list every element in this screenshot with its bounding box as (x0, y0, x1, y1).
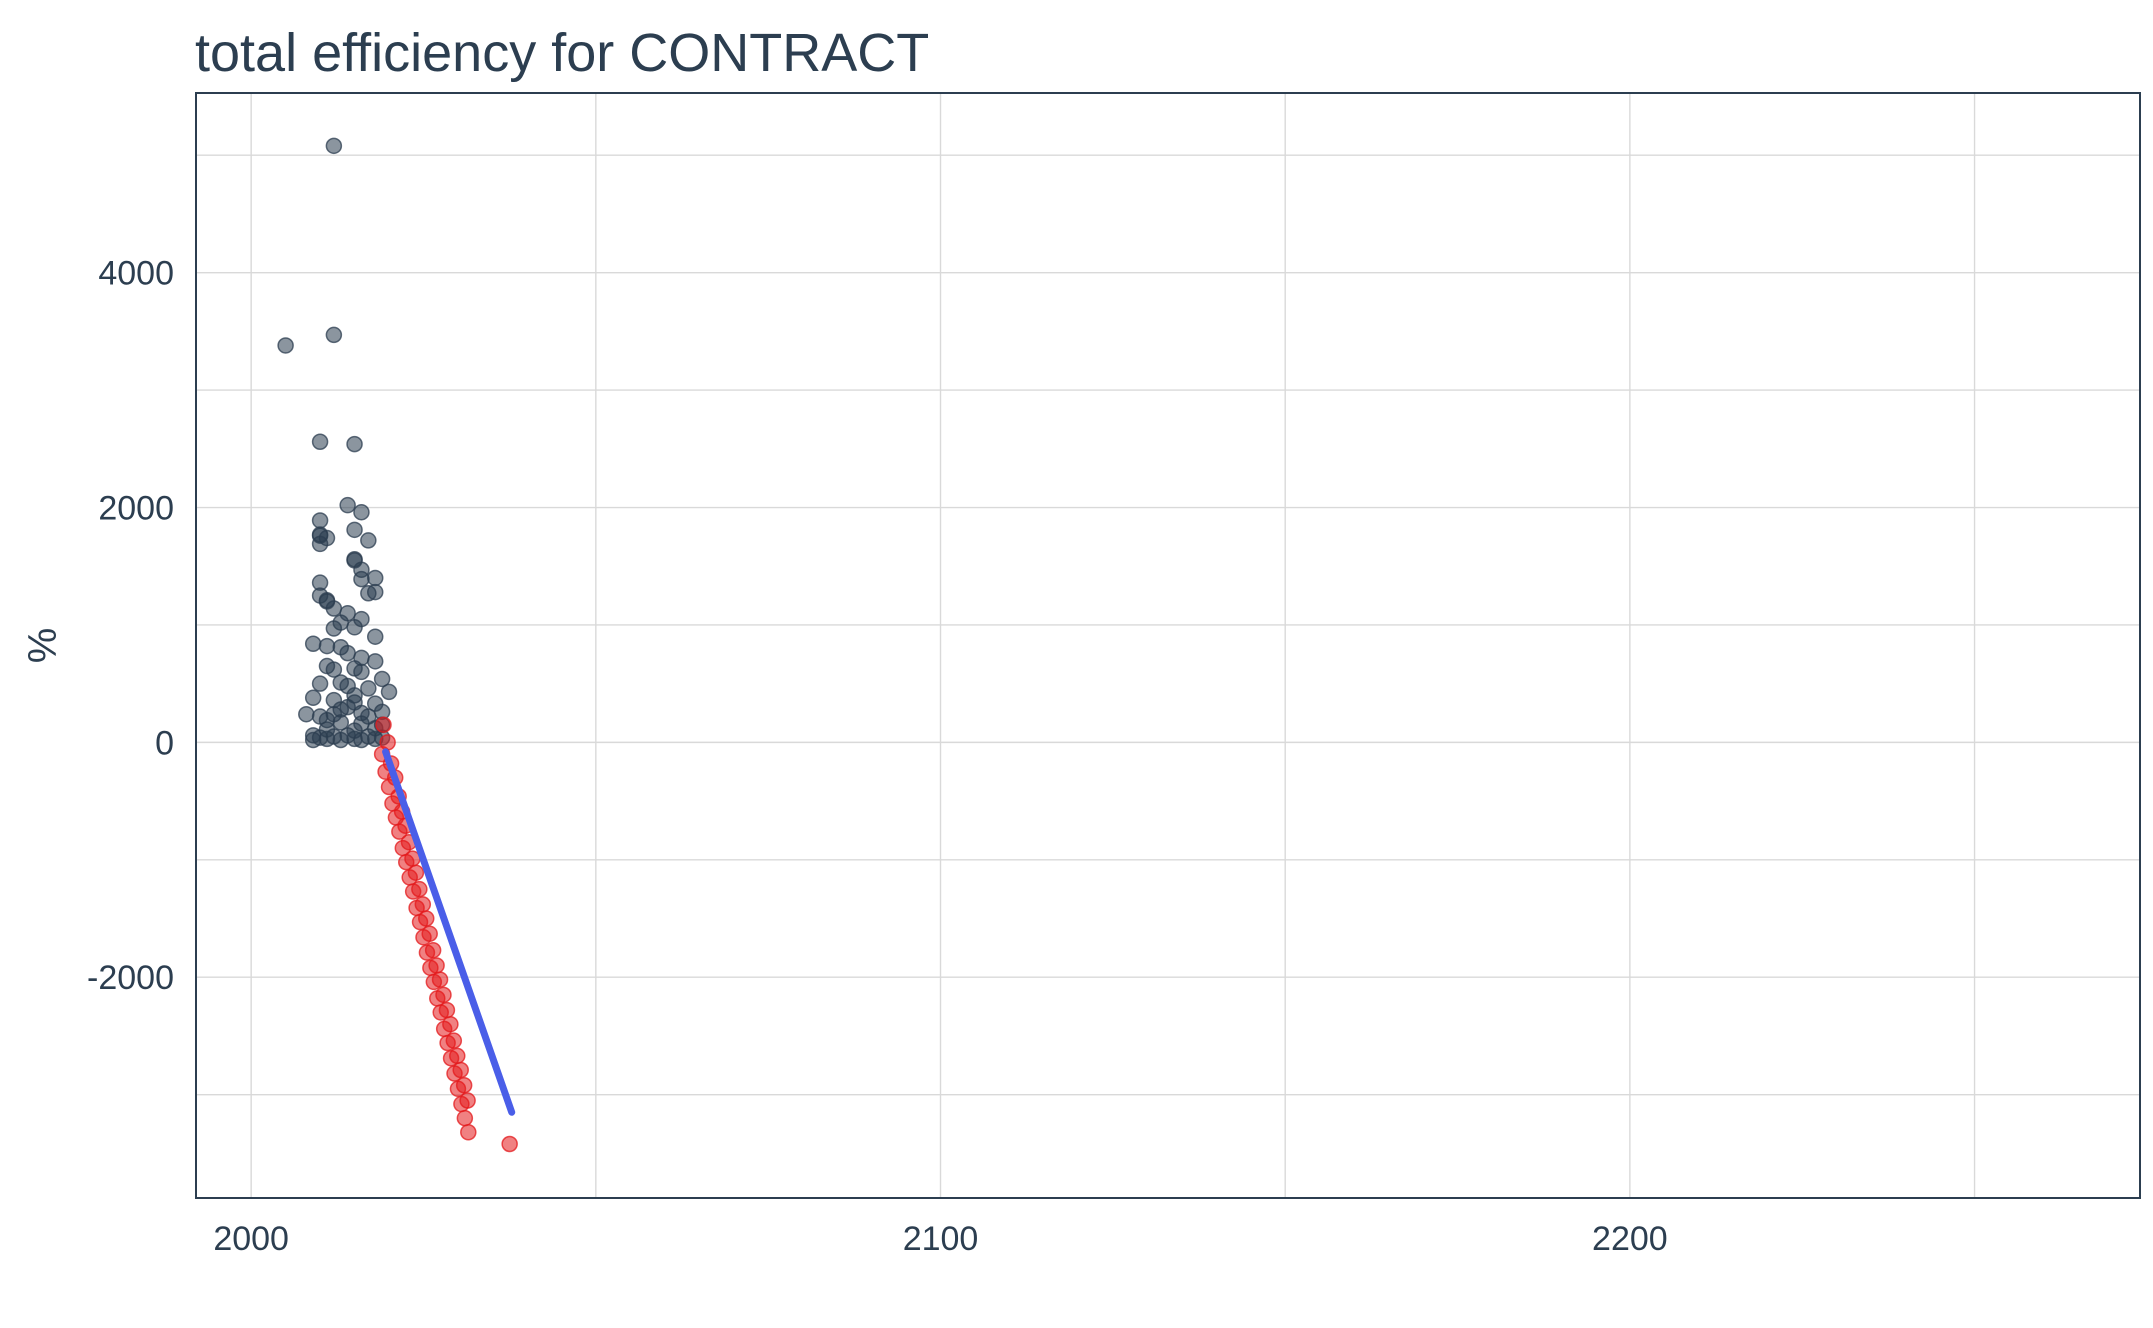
historical-point (353, 570, 370, 588)
forecast-point (501, 1135, 518, 1153)
trend-layer (382, 748, 516, 1116)
y-axis-title: % (21, 628, 65, 664)
historical-point (373, 670, 391, 688)
historical-point (339, 496, 356, 514)
historical-point (346, 619, 363, 636)
forecast-point (407, 864, 425, 881)
historical-point (360, 680, 377, 697)
forecast-point (460, 1123, 477, 1141)
historical-point (360, 532, 377, 549)
y-tick-label: 2000 (98, 490, 174, 528)
historical-point (353, 663, 370, 681)
historical-point (366, 653, 384, 670)
historical-point (318, 721, 336, 738)
historical-point (325, 705, 343, 723)
historical-point (339, 604, 356, 622)
historical-point (346, 435, 363, 453)
historical-point (353, 503, 370, 521)
historical-point (311, 512, 329, 529)
axis-layer: -2000 0 2000 4000 2000 2100 2200% (21, 255, 1668, 1258)
forecast-point (449, 1047, 466, 1065)
historical-point (339, 644, 356, 662)
forecast-point (375, 716, 392, 734)
historical-point (304, 689, 322, 707)
forecast-point (431, 971, 449, 988)
historical-point (346, 722, 363, 739)
historical-point (366, 628, 384, 645)
forecast-point (411, 880, 428, 898)
points-layer (277, 137, 518, 1153)
historical-point (366, 583, 384, 601)
forecast-point (438, 1001, 456, 1019)
historical-point (346, 687, 363, 704)
historical-point (277, 337, 294, 354)
historical-point (318, 637, 336, 655)
historical-point (325, 661, 343, 678)
forecast-point (456, 1109, 474, 1127)
x-tick-label: 2200 (1592, 1220, 1668, 1258)
forecast-point (455, 1077, 473, 1094)
historical-point (311, 433, 329, 451)
forecast-point (424, 941, 442, 959)
y-tick-label: 0 (155, 724, 174, 762)
x-tick-label: 2000 (213, 1220, 289, 1258)
forecast-point (435, 986, 452, 1004)
forecast-point (428, 957, 445, 974)
plot-panel-border (195, 92, 2141, 1199)
historical-point (366, 569, 384, 587)
y-tick-label: -2000 (87, 959, 174, 997)
forecast-point (445, 1032, 463, 1049)
grid-layer (196, 93, 2140, 1198)
chart-title: total efficiency for CONTRACT (195, 23, 930, 83)
forecast-point (414, 896, 432, 913)
forecast-point (379, 734, 396, 751)
historical-point (304, 635, 322, 652)
historical-point (311, 675, 329, 692)
trend-line (382, 748, 516, 1116)
forecast-point (459, 1092, 476, 1109)
historical-point (380, 683, 398, 701)
y-tick-label: 4000 (98, 255, 174, 293)
historical-point (304, 731, 322, 749)
historical-point (325, 620, 343, 637)
x-tick-label: 2100 (903, 1220, 979, 1258)
forecast-point (421, 925, 438, 943)
historical-point (325, 137, 343, 155)
historical-point (311, 535, 329, 553)
historical-point (346, 521, 363, 539)
forecast-point (417, 910, 435, 927)
forecast-point (452, 1061, 469, 1079)
historical-point (325, 326, 343, 344)
historical-point (318, 593, 336, 610)
historical-point (298, 705, 315, 723)
forecast-point (442, 1015, 459, 1033)
